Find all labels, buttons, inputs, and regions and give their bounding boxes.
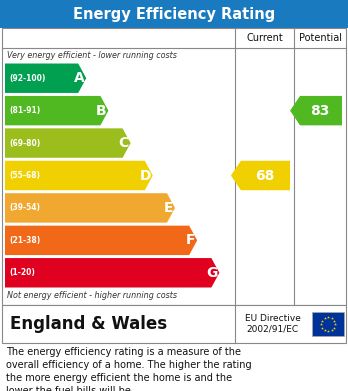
Bar [2, 305, 346, 343]
Text: Very energy efficient - lower running costs: Very energy efficient - lower running co… [7, 51, 177, 60]
Text: C: C [118, 136, 129, 150]
Text: EU Directive
2002/91/EC: EU Directive 2002/91/EC [245, 314, 300, 334]
Polygon shape [5, 258, 219, 287]
Text: B: B [96, 104, 106, 118]
Polygon shape [5, 63, 86, 93]
Text: The energy efficiency rating is a measure of the: The energy efficiency rating is a measur… [6, 347, 241, 357]
Text: Current: Current [246, 33, 283, 43]
Text: (1-20): (1-20) [9, 268, 35, 277]
Text: F: F [186, 233, 195, 248]
Text: (81-91): (81-91) [9, 106, 40, 115]
Text: Not energy efficient - higher running costs: Not energy efficient - higher running co… [7, 291, 177, 300]
Polygon shape [5, 96, 109, 126]
Text: Energy Efficiency Rating: Energy Efficiency Rating [73, 7, 275, 22]
Text: (69-80): (69-80) [9, 138, 40, 147]
Text: 68: 68 [255, 169, 274, 183]
Text: England & Wales: England & Wales [10, 315, 167, 333]
Bar [312, 312, 344, 336]
Text: Potential: Potential [299, 33, 341, 43]
Text: D: D [139, 169, 151, 183]
Text: (55-68): (55-68) [9, 171, 40, 180]
Text: 83: 83 [310, 104, 330, 118]
Text: the more energy efficient the home is and the: the more energy efficient the home is an… [6, 373, 232, 383]
Text: overall efficiency of a home. The higher the rating: overall efficiency of a home. The higher… [6, 360, 252, 370]
Text: (39-54): (39-54) [9, 203, 40, 212]
Polygon shape [5, 128, 130, 158]
Text: G: G [206, 266, 218, 280]
Text: (92-100): (92-100) [9, 74, 45, 83]
Polygon shape [5, 161, 153, 190]
Polygon shape [231, 161, 290, 190]
Text: lower the fuel bills will be.: lower the fuel bills will be. [6, 386, 134, 391]
Text: A: A [73, 71, 84, 85]
Bar [0, 0, 348, 28]
Bar [2, 28, 346, 305]
Text: (21-38): (21-38) [9, 236, 40, 245]
Polygon shape [290, 96, 342, 126]
Text: E: E [164, 201, 173, 215]
Polygon shape [5, 226, 197, 255]
Polygon shape [5, 193, 175, 222]
